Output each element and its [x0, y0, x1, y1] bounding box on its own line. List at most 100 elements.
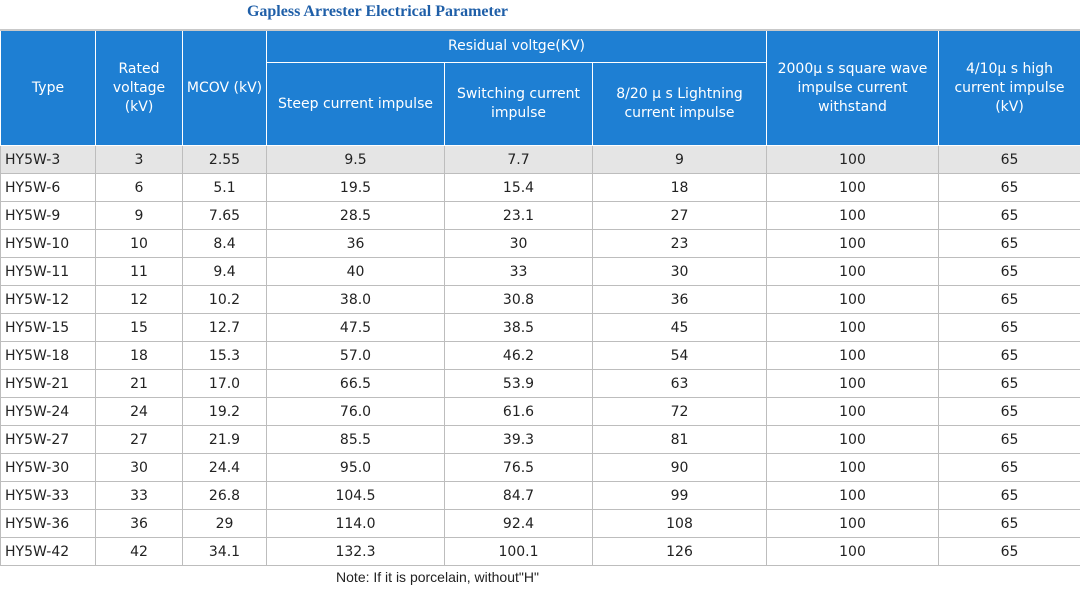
cell-high-current: 65: [938, 481, 1080, 510]
header-switching-current: Switching current impulse: [444, 62, 593, 146]
cell-type: HY5W-21: [0, 369, 96, 398]
table-row: HY5W-11 11 9.4 40 33 30 100 65: [0, 257, 1080, 286]
cell-steep-current: 114.0: [266, 509, 445, 538]
cell-high-current: 65: [938, 341, 1080, 370]
cell-high-current: 65: [938, 397, 1080, 426]
cell-rated-voltage: 11: [95, 257, 183, 286]
cell-steep-current: 95.0: [266, 453, 445, 482]
cell-type: HY5W-11: [0, 257, 96, 286]
cell-steep-current: 28.5: [266, 201, 445, 230]
cell-rated-voltage: 18: [95, 341, 183, 370]
header-steep-current: Steep current impulse: [266, 62, 445, 146]
cell-mcov: 7.65: [182, 201, 267, 230]
cell-mcov: 34.1: [182, 537, 267, 566]
cell-steep-current: 36: [266, 229, 445, 258]
cell-steep-current: 85.5: [266, 425, 445, 454]
table-row: HY5W-10 10 8.4 36 30 23 100 65: [0, 229, 1080, 258]
cell-high-current: 65: [938, 537, 1080, 566]
cell-type: HY5W-10: [0, 229, 96, 258]
cell-square-wave: 100: [766, 453, 939, 482]
cell-lightning-current: 126: [592, 537, 767, 566]
table-row: HY5W-12 12 10.2 38.0 30.8 36 100 65: [0, 285, 1080, 314]
cell-switching-current: 39.3: [444, 425, 593, 454]
table-row: HY5W-9 9 7.65 28.5 23.1 27 100 65: [0, 201, 1080, 230]
cell-mcov: 19.2: [182, 397, 267, 426]
cell-square-wave: 100: [766, 145, 939, 174]
cell-lightning-current: 30: [592, 257, 767, 286]
cell-high-current: 65: [938, 257, 1080, 286]
table-row: HY5W-6 6 5.1 19.5 15.4 18 100 65: [0, 173, 1080, 202]
cell-switching-current: 76.5: [444, 453, 593, 482]
table-row: HY5W-27 27 21.9 85.5 39.3 81 100 65: [0, 425, 1080, 454]
cell-switching-current: 7.7: [444, 145, 593, 174]
table-row: HY5W-18 18 15.3 57.0 46.2 54 100 65: [0, 341, 1080, 370]
cell-type: HY5W-24: [0, 397, 96, 426]
cell-rated-voltage: 42: [95, 537, 183, 566]
cell-type: HY5W-30: [0, 453, 96, 482]
cell-lightning-current: 23: [592, 229, 767, 258]
cell-switching-current: 53.9: [444, 369, 593, 398]
cell-square-wave: 100: [766, 257, 939, 286]
cell-high-current: 65: [938, 369, 1080, 398]
cell-mcov: 8.4: [182, 229, 267, 258]
cell-high-current: 65: [938, 285, 1080, 314]
cell-high-current: 65: [938, 201, 1080, 230]
cell-square-wave: 100: [766, 285, 939, 314]
cell-rated-voltage: 21: [95, 369, 183, 398]
cell-lightning-current: 63: [592, 369, 767, 398]
cell-mcov: 12.7: [182, 313, 267, 342]
cell-mcov: 2.55: [182, 145, 267, 174]
cell-switching-current: 33: [444, 257, 593, 286]
cell-square-wave: 100: [766, 537, 939, 566]
cell-mcov: 21.9: [182, 425, 267, 454]
header-square-wave-withstand: 2000μ s square wave impulse current with…: [766, 29, 939, 146]
cell-steep-current: 132.3: [266, 537, 445, 566]
cell-switching-current: 38.5: [444, 313, 593, 342]
cell-high-current: 65: [938, 313, 1080, 342]
cell-rated-voltage: 15: [95, 313, 183, 342]
cell-switching-current: 100.1: [444, 537, 593, 566]
cell-type: HY5W-18: [0, 341, 96, 370]
cell-mcov: 5.1: [182, 173, 267, 202]
cell-square-wave: 100: [766, 313, 939, 342]
cell-rated-voltage: 36: [95, 509, 183, 538]
cell-high-current: 65: [938, 173, 1080, 202]
cell-type: HY5W-6: [0, 173, 96, 202]
cell-high-current: 65: [938, 229, 1080, 258]
cell-high-current: 65: [938, 425, 1080, 454]
cell-type: HY5W-9: [0, 201, 96, 230]
cell-rated-voltage: 33: [95, 481, 183, 510]
cell-mcov: 24.4: [182, 453, 267, 482]
cell-lightning-current: 18: [592, 173, 767, 202]
cell-mcov: 10.2: [182, 285, 267, 314]
cell-lightning-current: 36: [592, 285, 767, 314]
cell-lightning-current: 108: [592, 509, 767, 538]
cell-steep-current: 66.5: [266, 369, 445, 398]
table-row: HY5W-24 24 19.2 76.0 61.6 72 100 65: [0, 397, 1080, 426]
cell-square-wave: 100: [766, 397, 939, 426]
header-residual-voltage-group: Residual voltge(KV): [266, 29, 767, 63]
cell-lightning-current: 45: [592, 313, 767, 342]
cell-rated-voltage: 3: [95, 145, 183, 174]
table-header: Type Rated voltage (kV) MCOV (kV) Residu…: [0, 29, 1080, 146]
cell-lightning-current: 99: [592, 481, 767, 510]
cell-mcov: 17.0: [182, 369, 267, 398]
cell-switching-current: 30: [444, 229, 593, 258]
cell-rated-voltage: 9: [95, 201, 183, 230]
cell-high-current: 65: [938, 453, 1080, 482]
cell-switching-current: 84.7: [444, 481, 593, 510]
header-mcov: MCOV (kV): [182, 29, 267, 146]
cell-square-wave: 100: [766, 369, 939, 398]
cell-type: HY5W-42: [0, 537, 96, 566]
header-lightning-current: 8/20 μ s Lightning current impulse: [592, 62, 767, 146]
cell-type: HY5W-33: [0, 481, 96, 510]
cell-type: HY5W-3: [0, 145, 96, 174]
cell-lightning-current: 27: [592, 201, 767, 230]
cell-square-wave: 100: [766, 173, 939, 202]
parameter-table: Type Rated voltage (kV) MCOV (kV) Residu…: [0, 29, 1080, 566]
cell-lightning-current: 90: [592, 453, 767, 482]
cell-rated-voltage: 24: [95, 397, 183, 426]
cell-steep-current: 104.5: [266, 481, 445, 510]
cell-high-current: 65: [938, 509, 1080, 538]
cell-mcov: 15.3: [182, 341, 267, 370]
